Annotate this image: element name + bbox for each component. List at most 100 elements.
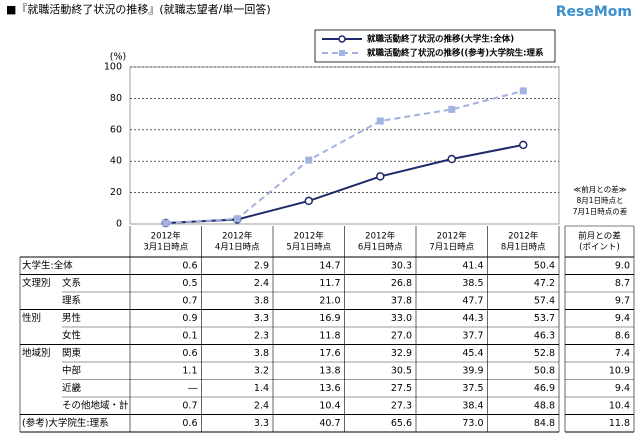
cell: 37.5 [462, 383, 483, 394]
column-header: 前月との差(ポイント) [578, 230, 620, 252]
cell: 38.4 [462, 400, 483, 411]
cell: 27.3 [391, 400, 412, 411]
cell: 3.3 [254, 313, 269, 324]
cell: 10.4 [319, 400, 340, 411]
cell: 13.8 [319, 365, 340, 376]
row-group-label: (参考)大学院生:理系 [22, 417, 109, 429]
point [305, 156, 313, 164]
cell: 10.4 [609, 400, 630, 411]
cell: 46.9 [534, 383, 555, 394]
cell: 57.4 [534, 295, 555, 306]
cell: 38.5 [462, 278, 483, 289]
cell: 50.8 [534, 365, 555, 376]
cell: 11.8 [609, 418, 630, 429]
point [447, 154, 456, 164]
cell: 1.4 [254, 383, 269, 394]
cell: 0.5 [182, 278, 197, 289]
cell: 2.4 [254, 400, 269, 411]
point [376, 172, 385, 181]
cell: 45.4 [462, 348, 483, 359]
row-label: その他地域・計 [62, 399, 129, 411]
legend-marker [338, 35, 346, 43]
cell: 41.4 [462, 260, 483, 271]
cell: 14.7 [319, 260, 340, 271]
note: ≪前月との差≫ [573, 184, 626, 194]
cell: 0.7 [182, 295, 197, 306]
plot-area [129, 66, 560, 225]
row-label: 女性 [62, 329, 82, 341]
cell: 65.6 [391, 418, 412, 429]
cell: 21.0 [319, 295, 340, 306]
row-group-label: 大学生:全体 [22, 259, 73, 271]
cell: 0.1 [182, 330, 197, 341]
row-label: 男性 [62, 312, 82, 324]
y-unit: (%) [110, 52, 126, 63]
cell: 26.8 [391, 278, 412, 289]
cell: 2.3 [254, 330, 269, 341]
cell: 50.4 [534, 260, 555, 271]
cell: 3.8 [254, 348, 269, 359]
cell: 47.2 [534, 278, 555, 289]
cell: 46.3 [534, 330, 555, 341]
point [448, 105, 456, 113]
row-label: 理系 [62, 295, 81, 306]
series-line [165, 89, 524, 225]
row-label: 中部 [62, 364, 81, 376]
cell: 53.7 [534, 313, 555, 324]
cell: 10.9 [609, 365, 630, 376]
column-header: 2012年 4月1日時点 [215, 230, 260, 252]
cell: 11.8 [319, 330, 340, 341]
row-group-label: 文理別 [22, 277, 51, 289]
cell: 33.0 [391, 313, 412, 324]
cell: 8.7 [615, 278, 630, 289]
legend-marker [339, 50, 345, 56]
cell: 37.8 [391, 295, 412, 306]
cell: 2.9 [254, 260, 269, 271]
note: 8月1日時点と [576, 196, 623, 205]
cell: 73.0 [462, 418, 483, 429]
series-line [165, 143, 524, 225]
cell: 52.8 [534, 348, 555, 359]
point [519, 140, 528, 150]
column-header: 2012年 3月1日時点 [143, 230, 188, 252]
column-header: 2012年 5月1日時点 [286, 230, 331, 252]
legend-box [314, 29, 556, 63]
cell: 9.0 [615, 260, 630, 271]
y-tick-label: 20 [110, 187, 122, 198]
cell: ― [188, 383, 198, 394]
cell: 44.3 [462, 313, 483, 324]
cell: 17.6 [319, 348, 340, 359]
cell: 0.7 [182, 400, 197, 411]
row-group-label: 地域別 [22, 347, 51, 359]
cell: 9.7 [615, 295, 630, 306]
column-header: 2012年 7月1日時点 [429, 230, 474, 252]
y-tick-label: 100 [104, 62, 122, 73]
cell: 30.3 [391, 260, 412, 271]
cell: 3.2 [254, 365, 269, 376]
cell: 9.4 [615, 313, 630, 324]
cell: 3.8 [254, 295, 269, 306]
cell: 84.8 [534, 418, 555, 429]
y-tick-label: 40 [110, 156, 122, 167]
point [162, 219, 170, 227]
page-title: ■『就職活動終了状況の推移』(就職志望者/単一回答) [6, 2, 271, 16]
cell: 11.7 [319, 278, 340, 289]
row-group-label: 性別 [22, 312, 41, 324]
legend-label: 就職活動終了状況の推移((参考)大学院生:理系 [367, 48, 544, 59]
cell: 8.6 [615, 330, 630, 341]
cell: 0.6 [182, 418, 197, 429]
cell: 27.5 [391, 383, 412, 394]
cell: 47.7 [462, 295, 483, 306]
cell: 37.7 [462, 330, 483, 341]
cell: 30.5 [391, 365, 412, 376]
point [233, 215, 241, 223]
cell: 40.7 [319, 418, 340, 429]
column-header: 2012年 6月1日時点 [358, 230, 403, 252]
y-tick-label: 0 [116, 219, 122, 230]
legend-label: 就職活動終了状況の推移(大学生:全体) [367, 34, 514, 45]
cell: 13.6 [319, 383, 340, 394]
note: 7月1日時点の差 [573, 206, 628, 216]
point [519, 87, 527, 95]
